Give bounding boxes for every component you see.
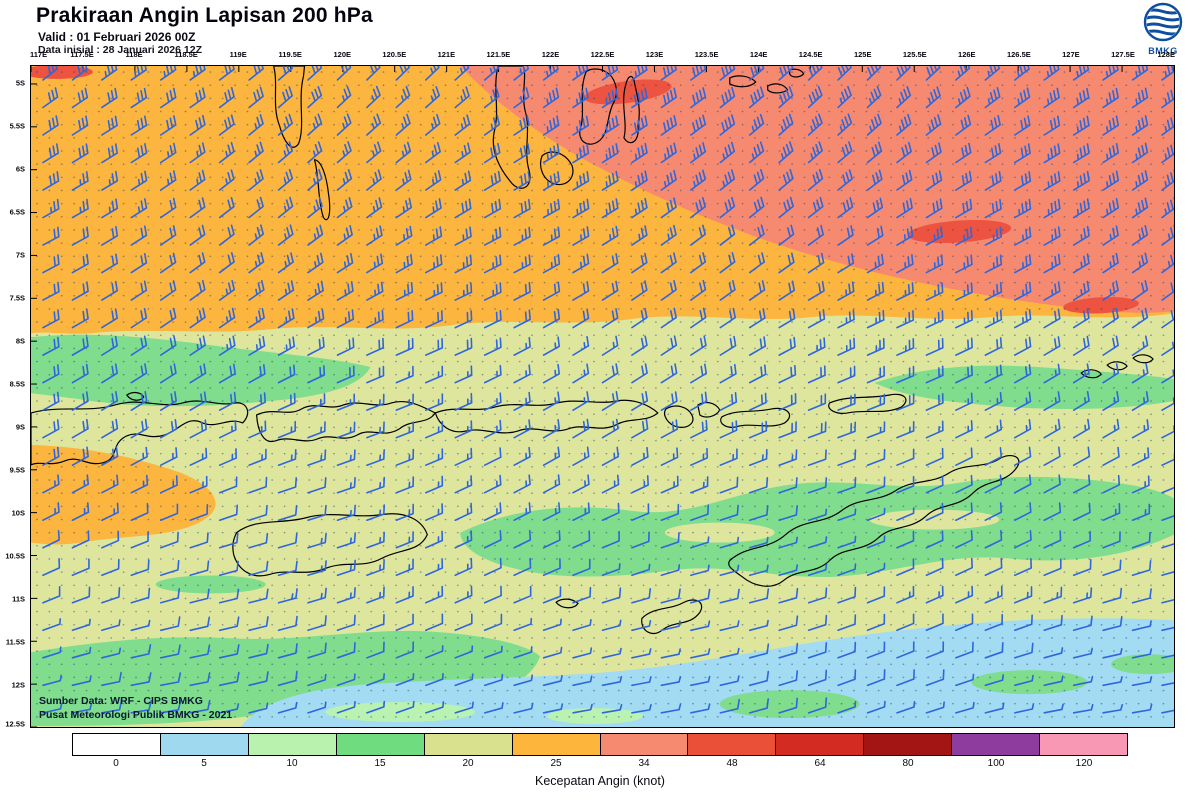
lon-tick-label: 127.5E (1111, 50, 1135, 59)
lat-tick-label: 9.5S (9, 465, 25, 475)
longitude-axis: 117E 117.5E 118E 118.5E 119E 119.5E 120E 120.5E… (30, 50, 1175, 62)
legend-cell (424, 734, 513, 755)
legend-tick-value: 15 (374, 758, 386, 769)
legend-tick-value: 5 (201, 758, 207, 769)
legend-cell (512, 734, 601, 755)
lat-tick-label: 7S (15, 250, 25, 260)
legend-cell (248, 734, 337, 755)
legend-tick-value: 100 (987, 758, 1005, 769)
legend-cell (952, 734, 1041, 755)
lon-tick-label: 126.5E (1006, 50, 1031, 59)
legend-bar (72, 733, 1128, 756)
lat-tick-label: 9S (15, 422, 25, 432)
legend-cell (336, 734, 425, 755)
lat-tick-label: 7.5S (9, 293, 25, 303)
lat-tick-label: 5S (15, 78, 25, 88)
publisher-label: Pusat Meteorologi Publik BMKG - 2021 (39, 709, 233, 721)
legend-tick-value: 0 (113, 758, 119, 769)
legend-cell (1040, 734, 1128, 755)
lon-tick-label: 124.5E (798, 50, 823, 59)
lat-tick-label: 10.5S (5, 551, 25, 561)
lon-tick-label: 123.5E (694, 50, 719, 59)
legend-tick-value: 20 (462, 758, 474, 769)
legend-cell (776, 734, 865, 755)
legend-tick-value: 48 (726, 758, 738, 769)
lat-tick-label: 6S (15, 164, 25, 174)
lon-tick-label: 119.5E (278, 50, 302, 59)
wind-map: Sumber Data: WRF - CIPS BMKG Pusat Meteo… (30, 65, 1175, 728)
lat-tick-label: 6.5S (9, 207, 25, 217)
page-title: Prakiraan Angin Lapisan 200 hPa (36, 4, 373, 27)
legend-cell (864, 734, 953, 755)
lon-tick-label: 120E (333, 50, 352, 59)
lon-tick-label: 125.5E (902, 50, 927, 59)
init-time: Data inisial : 28 Januari 2026 12Z (38, 44, 203, 56)
lat-tick-label: 11S (12, 594, 25, 604)
lat-tick-label: 11.5S (5, 637, 25, 647)
bmkg-globe-icon (1143, 2, 1183, 42)
lon-tick-label: 123E (645, 50, 664, 59)
legend-cell (73, 734, 161, 755)
latitude-axis: 5S 5.5S 6S 6.5S 7S 7.5S 8S 8.5S 9S 9.5S 10S 10.5S 11… (0, 65, 27, 730)
legend-tick-value: 25 (550, 758, 562, 769)
legend-tick-value: 10 (286, 758, 298, 769)
lat-tick-label: 12S (11, 680, 25, 690)
legend-tick-value: 120 (1075, 758, 1093, 769)
lon-tick-label: 119E (229, 50, 247, 59)
lon-tick-label: 128E (1157, 50, 1175, 59)
lon-tick-label: 122.5E (590, 50, 615, 59)
lon-tick-label: 121E (437, 50, 456, 59)
lon-tick-label: 127E (1062, 50, 1080, 59)
lat-tick-label: 5.5S (9, 121, 25, 131)
lon-tick-label: 120.5E (382, 50, 407, 59)
bmkg-logo-label: BMKG (1148, 46, 1178, 56)
legend-tick-value: 64 (814, 758, 826, 769)
lon-tick-label: 122E (541, 50, 560, 59)
wind-field-canvas (31, 66, 1174, 727)
lon-tick-label: 126E (958, 50, 976, 59)
lon-tick-label: 121.5E (486, 50, 511, 59)
lat-tick-label: 8.5S (9, 379, 25, 389)
lon-tick-label: 118E (125, 50, 143, 59)
valid-time: Valid : 01 Februari 2026 00Z (38, 30, 196, 44)
legend-tick-value: 34 (638, 758, 650, 769)
legend-cell (160, 734, 249, 755)
lat-tick-label: 12.5S (5, 719, 25, 729)
legend-tick-labels: 0 5 10 15 20 25 34 48 64 80 100 120 (72, 758, 1128, 771)
bmkg-logo: BMKG (1134, 2, 1192, 56)
wind-barbs-layer (42, 66, 1174, 714)
lon-tick-label: 118.5E (174, 50, 198, 59)
lon-tick-label: 125E (853, 50, 872, 59)
legend-tick-value: 80 (902, 758, 914, 769)
lat-tick-label: 8S (15, 336, 25, 346)
lat-tick-label: 10S (11, 508, 25, 518)
data-source-label: Sumber Data: WRF - CIPS BMKG (39, 695, 203, 707)
lon-tick-label: 117E (30, 50, 48, 59)
lon-tick-label: 117.5E (70, 50, 94, 59)
legend-cell (688, 734, 777, 755)
legend-title: Kecepatan Angin (knot) (535, 774, 665, 788)
lon-tick-label: 124E (749, 50, 768, 59)
legend-cell (600, 734, 689, 755)
